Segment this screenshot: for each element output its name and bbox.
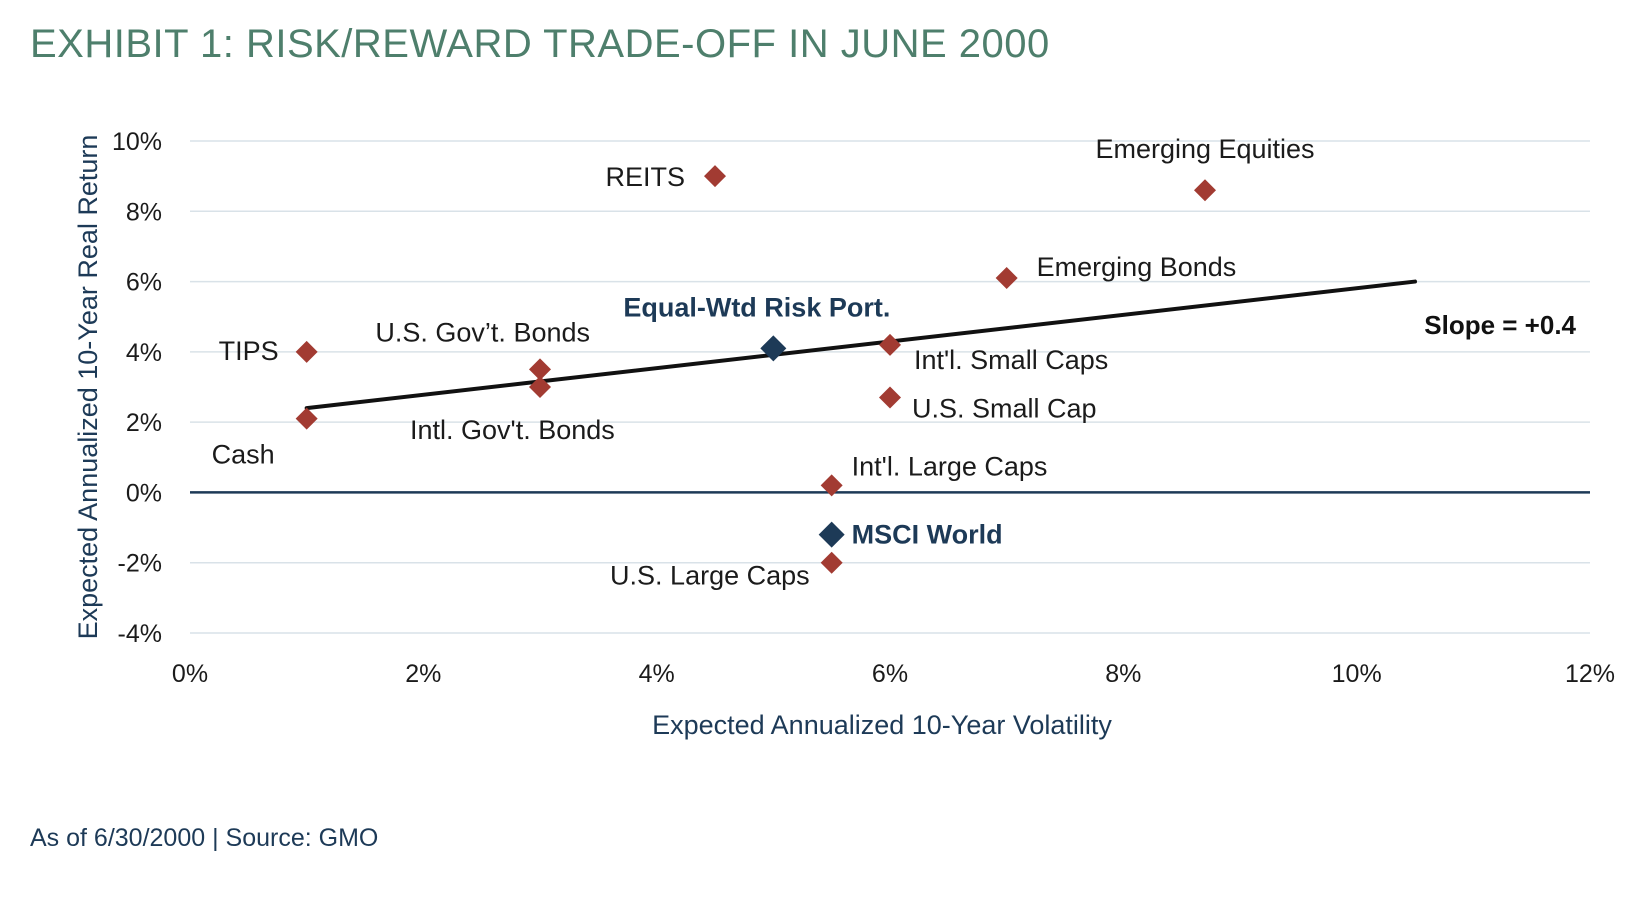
data-point bbox=[295, 340, 318, 363]
y-tick-labels: -4% -2% 0% 2% 4% 6% 8% 10% bbox=[112, 128, 162, 648]
point-labels: Cash TIPS U.S. Gov’t. Bonds Intl. Gov't. Bo… bbox=[212, 134, 1315, 591]
point-label: Int'l. Large Caps bbox=[852, 451, 1048, 481]
gridlines bbox=[190, 140, 1590, 634]
trend-line-group: Slope = +0.4 bbox=[304, 279, 1577, 411]
data-point bbox=[818, 521, 845, 548]
trend-line bbox=[304, 279, 1417, 411]
data-points bbox=[295, 165, 1216, 574]
data-point bbox=[295, 407, 318, 430]
x-tick-label: 8% bbox=[1105, 660, 1141, 688]
y-tick-label: 6% bbox=[126, 269, 162, 297]
point-label: TIPS bbox=[219, 336, 279, 366]
y-axis-label: Expected Annualized 10-Year Real Return bbox=[73, 135, 103, 640]
x-tick-label: 10% bbox=[1332, 660, 1382, 688]
chart-title: EXHIBIT 1: RISK/REWARD TRADE-OFF IN JUNE… bbox=[30, 22, 1050, 66]
x-tick-labels: 0% 2% 4% 6% 8% 10% 12% bbox=[172, 660, 1615, 688]
y-tick-label: 10% bbox=[112, 128, 162, 156]
point-label: Int'l. Small Caps bbox=[914, 345, 1108, 375]
point-label: U.S. Small Cap bbox=[912, 394, 1097, 424]
y-tick-label: -2% bbox=[118, 550, 162, 578]
data-point bbox=[879, 333, 901, 356]
x-axis-label: Expected Annualized 10-Year Volatility bbox=[652, 710, 1112, 740]
data-point bbox=[704, 165, 726, 188]
data-point bbox=[995, 267, 1018, 290]
y-tick-label: 4% bbox=[126, 339, 162, 367]
data-point bbox=[820, 474, 843, 497]
data-point bbox=[529, 358, 551, 381]
data-point bbox=[820, 551, 843, 574]
slope-label: Slope = +0.4 bbox=[1424, 310, 1576, 340]
y-tick-label: 0% bbox=[126, 479, 162, 507]
point-label: Equal-Wtd Risk Port. bbox=[623, 292, 890, 322]
data-point bbox=[529, 376, 551, 398]
point-label: U.S. Large Caps bbox=[610, 561, 810, 591]
x-tick-label: 0% bbox=[172, 660, 208, 688]
point-label: Cash bbox=[212, 440, 275, 470]
x-tick-label: 6% bbox=[872, 660, 908, 688]
x-tick-label: 12% bbox=[1565, 660, 1615, 688]
point-label: MSCI World bbox=[852, 520, 1003, 550]
point-label: U.S. Gov’t. Bonds bbox=[375, 317, 590, 347]
point-label: Intl. Gov't. Bonds bbox=[410, 415, 615, 445]
x-tick-label: 4% bbox=[639, 660, 675, 688]
y-tick-label: 2% bbox=[126, 409, 162, 437]
point-label: Emerging Equities bbox=[1095, 134, 1314, 164]
x-tick-label: 2% bbox=[405, 660, 441, 688]
data-point bbox=[1194, 179, 1216, 202]
point-label: REITS bbox=[605, 162, 685, 192]
data-point bbox=[760, 335, 787, 362]
y-tick-label: 8% bbox=[126, 198, 162, 226]
y-tick-label: -4% bbox=[118, 620, 162, 648]
source-note: As of 6/30/2000 | Source: GMO bbox=[30, 824, 379, 852]
data-point bbox=[879, 386, 901, 409]
point-label: Emerging Bonds bbox=[1037, 252, 1237, 282]
